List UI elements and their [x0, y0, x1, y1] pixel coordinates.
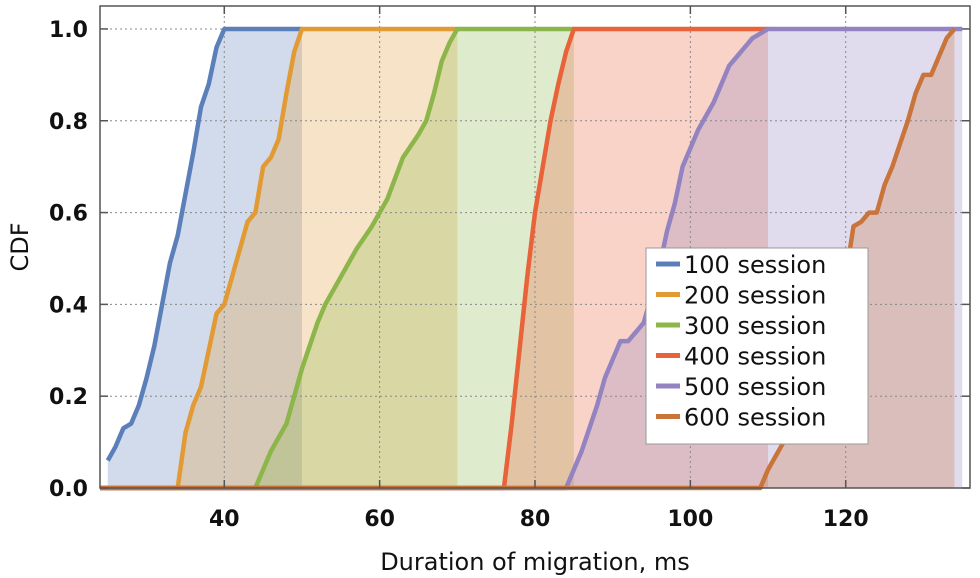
series-fill-2 [100, 28, 458, 488]
series-line-5 [100, 26, 963, 491]
legend-label-2: 200 session [684, 282, 826, 310]
legend-label-3: 300 session [684, 312, 826, 340]
x-tick-label-100: 100 [667, 507, 713, 532]
legend-label-5: 500 session [684, 373, 826, 401]
legend-label-6: 600 session [684, 404, 826, 432]
series-fill-1 [107, 28, 302, 488]
series-line-4 [100, 26, 769, 491]
legend-label-4: 400 session [684, 343, 826, 371]
series-fill-3 [100, 28, 574, 488]
x-tick-label-120: 120 [823, 507, 869, 532]
y-tick-label-0: 0.0 [49, 477, 88, 502]
y-tick-label-4: 0.8 [49, 110, 88, 135]
legend-label-1: 100 session [684, 251, 826, 279]
series-fill-4 [100, 28, 769, 488]
x-axis-label: Duration of migration, ms [380, 548, 690, 576]
series-fill-6 [100, 28, 955, 488]
y-tick-label-5: 1.0 [49, 18, 88, 43]
x-tick-label-40: 40 [209, 507, 240, 532]
axis-ticks: 40 60 80 100 120 0.0 0.2 0.4 0.6 0.8 1.0 [49, 6, 970, 532]
series-line-2 [100, 26, 458, 491]
x-tick-label-80: 80 [520, 507, 551, 532]
y-tick-label-3: 0.6 [49, 202, 88, 227]
x-tick-label-60: 60 [364, 507, 395, 532]
y-tick-label-1: 0.2 [49, 385, 88, 410]
series-line-1 [105, 26, 302, 462]
legend-box [645, 247, 869, 445]
y-tick-label-2: 0.4 [49, 293, 88, 318]
series-line-3 [100, 26, 574, 491]
series-lines [100, 26, 963, 491]
y-axis-label: CDF [6, 222, 34, 271]
